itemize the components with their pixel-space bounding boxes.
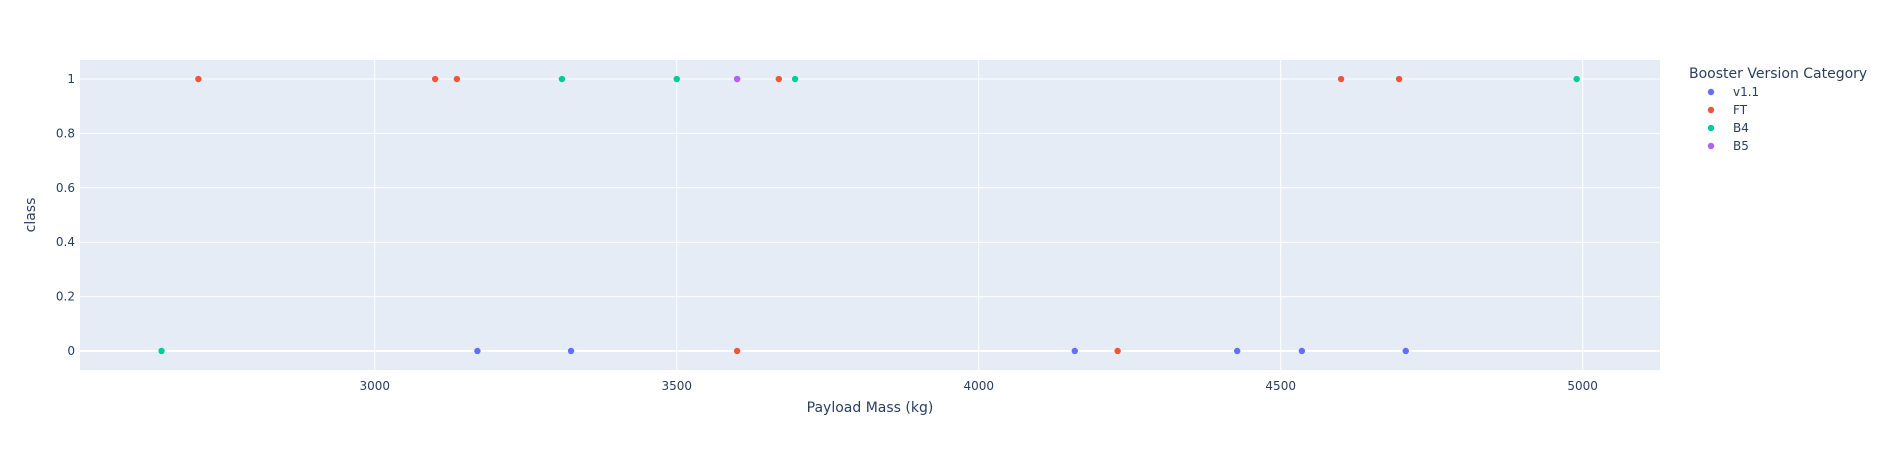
x-tick-label: 3500 <box>661 379 692 393</box>
legend-marker-ft[interactable] <box>1707 106 1715 114</box>
data-point-v1-1[interactable] <box>1402 347 1409 355</box>
data-points <box>158 75 1580 355</box>
data-point-b4[interactable] <box>791 75 799 83</box>
x-tick-label: 5000 <box>1567 379 1598 393</box>
y-axis-title: class <box>23 198 39 233</box>
legend-title: Booster Version Category <box>1689 66 1867 82</box>
y-tick-label: 0 <box>67 344 75 358</box>
data-point-v1-1[interactable] <box>567 347 575 355</box>
legend-label-v1-1[interactable]: v1.1 <box>1733 85 1759 99</box>
legend-marker-b5[interactable] <box>1707 142 1715 150</box>
plot-area <box>80 60 1660 370</box>
tick-labels: 3000 3500 4000 4500 5000 0 0.2 0.4 0.6 0.8 1 <box>56 72 1598 393</box>
y-tick-label: 0.6 <box>56 181 75 195</box>
x-tick-label: 4000 <box>963 379 994 393</box>
x-tick-label: 4500 <box>1265 379 1296 393</box>
data-point-v1-1[interactable] <box>1071 347 1078 355</box>
legend-label-ft[interactable]: FT <box>1733 103 1748 117</box>
x-axis-title: Payload Mass (kg) <box>807 400 934 416</box>
grid-lines <box>80 60 1660 370</box>
data-point-b5[interactable] <box>733 75 741 83</box>
legend: Booster Version Category v1.1 FT B4 B5 <box>1689 66 1867 153</box>
data-point-v1-1[interactable] <box>1298 347 1306 355</box>
legend-marker-b4[interactable] <box>1707 124 1715 132</box>
y-tick-label: 0.8 <box>56 126 75 140</box>
data-point-b4[interactable] <box>558 75 566 83</box>
legend-label-b4[interactable]: B4 <box>1733 121 1749 135</box>
y-tick-label: 1 <box>67 72 75 86</box>
y-tick-label: 0.2 <box>56 290 75 304</box>
data-point-ft[interactable] <box>775 75 782 83</box>
data-point-b4[interactable] <box>158 347 165 355</box>
data-point-ft[interactable] <box>195 75 202 83</box>
data-point-ft[interactable] <box>453 75 461 83</box>
data-point-ft[interactable] <box>431 75 439 83</box>
data-point-ft[interactable] <box>1114 347 1121 355</box>
y-tick-label: 0.4 <box>56 235 75 249</box>
data-point-v1-1[interactable] <box>1234 347 1241 355</box>
data-point-ft[interactable] <box>1395 75 1403 83</box>
data-point-v1-1[interactable] <box>474 347 481 355</box>
legend-marker-v1-1[interactable] <box>1707 88 1715 96</box>
data-point-ft[interactable] <box>1337 75 1345 83</box>
data-point-b4[interactable] <box>673 75 680 83</box>
legend-label-b5[interactable]: B5 <box>1733 139 1749 153</box>
x-tick-label: 3000 <box>359 379 390 393</box>
data-point-b4[interactable] <box>1573 75 1580 83</box>
data-point-ft[interactable] <box>733 347 741 355</box>
